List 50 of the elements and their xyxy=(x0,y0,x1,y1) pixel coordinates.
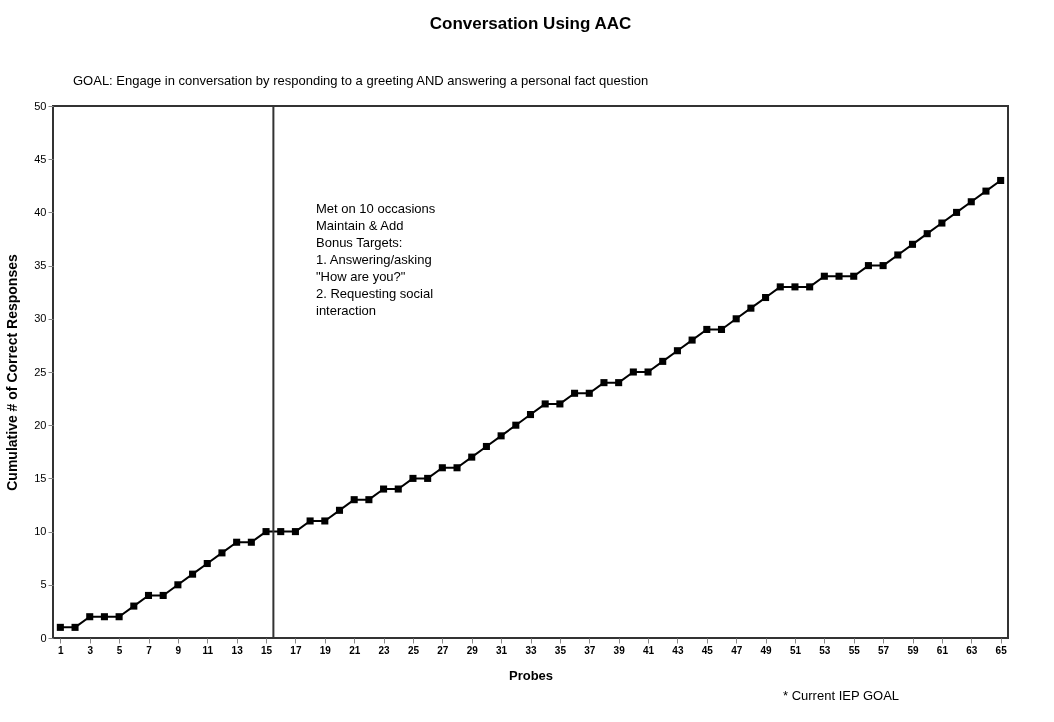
y-tick-label: 30 xyxy=(34,312,47,325)
x-tick-label: 55 xyxy=(848,644,861,656)
x-tick-label: 11 xyxy=(202,644,214,656)
text: * Current IEP GOAL xyxy=(783,688,900,703)
x-tick-label: 63 xyxy=(966,644,978,656)
x-tick-label: 1 xyxy=(58,644,65,656)
x-axis-title: Probes xyxy=(508,667,554,683)
y-tick-label: 40 xyxy=(34,205,47,218)
x-tick-label: 23 xyxy=(378,644,391,656)
y-axis-title: Cumulative # of Correct Responses xyxy=(4,254,21,491)
x-tick-label: 7 xyxy=(146,644,153,656)
y-tick-label: 45 xyxy=(34,152,47,165)
x-tick-label: 17 xyxy=(290,644,302,656)
chart-title: Conversation Using AAC xyxy=(429,14,632,33)
x-tick-label: 65 xyxy=(995,644,1008,656)
x-tick-label: 47 xyxy=(731,644,743,656)
y-tick-label: 15 xyxy=(34,471,47,484)
x-tick-label: 45 xyxy=(701,644,714,656)
x-tick-label: 27 xyxy=(437,644,449,656)
x-tick-label: 5 xyxy=(116,644,123,656)
x-tick-label: 29 xyxy=(466,644,479,656)
x-tick-label: 37 xyxy=(584,644,596,656)
x-tick-label: 31 xyxy=(496,644,508,656)
x-tick-label: 41 xyxy=(642,644,655,656)
y-tick-label: 5 xyxy=(40,578,47,591)
y-tick-label: 10 xyxy=(34,525,47,538)
y-tick-label: 20 xyxy=(34,418,47,431)
annotation: Met on 10 occasions Maintain & Add Bonus Targets: 1. Answering/asking "How are you?" 2. Requesting social interaction xyxy=(316,201,436,318)
x-tick-label: 15 xyxy=(260,644,273,656)
y-tick-label: 50 xyxy=(34,99,47,112)
y-tick-label: 0 xyxy=(40,631,47,644)
x-tick-label: 35 xyxy=(554,644,567,656)
x-tick-label: 25 xyxy=(407,644,420,656)
x-tick-label: 61 xyxy=(936,644,949,656)
x-tick-label: 57 xyxy=(878,644,890,656)
text: GOAL: Engage in conversation by responding to a greeting AND answering a personal fact question xyxy=(73,73,649,88)
x-tick-label: 43 xyxy=(672,644,684,656)
x-tick-label: 19 xyxy=(319,644,332,656)
x-tick-label: 59 xyxy=(907,644,919,656)
y-tick-label: 25 xyxy=(34,365,47,378)
x-tick-label: 39 xyxy=(613,644,626,656)
x-tick-label: 21 xyxy=(349,644,361,656)
x-tick-label: 53 xyxy=(819,644,831,656)
x-tick-label: 33 xyxy=(525,644,537,656)
y-tick-label: 35 xyxy=(34,259,47,272)
x-tick-label: 3 xyxy=(87,644,94,656)
x-tick-label: 51 xyxy=(789,644,802,656)
x-tick-label: 13 xyxy=(231,644,244,656)
x-tick-label: 49 xyxy=(760,644,773,656)
x-tick-label: 9 xyxy=(175,644,182,656)
